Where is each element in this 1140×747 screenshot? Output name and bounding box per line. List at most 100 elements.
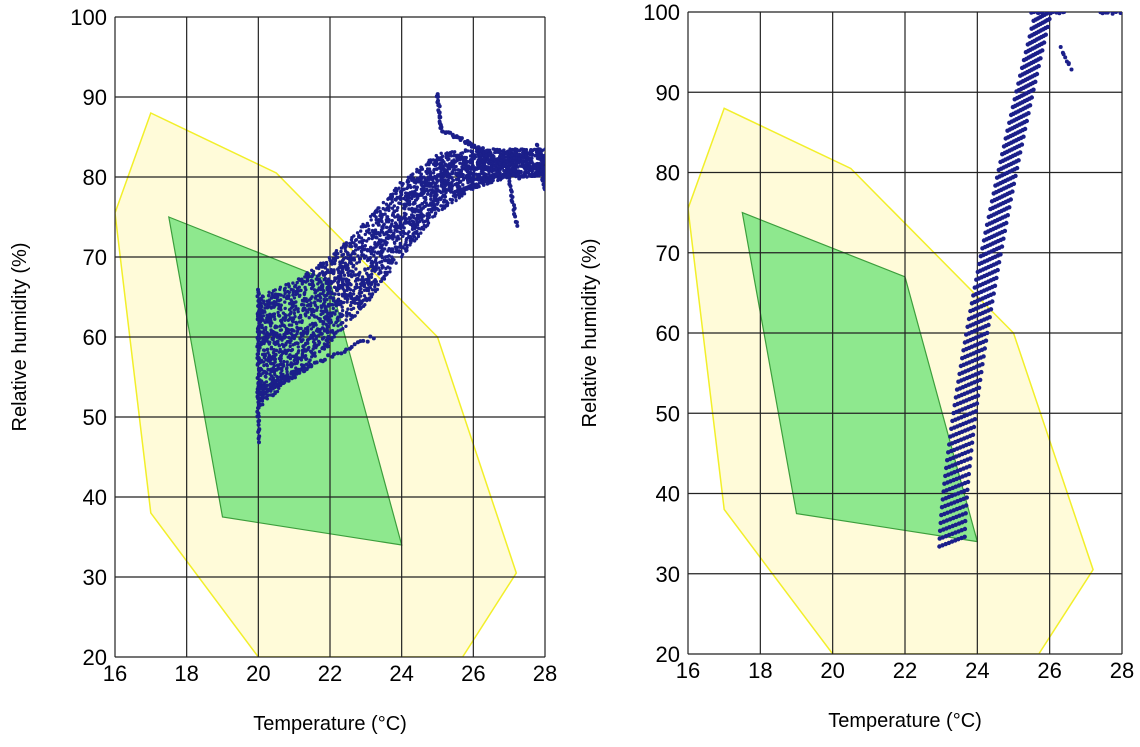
scatter-point — [1007, 205, 1012, 210]
scatter-point — [335, 276, 340, 280]
scatter-point — [452, 165, 457, 169]
scatter-point — [272, 348, 276, 352]
scatter-point — [313, 300, 317, 304]
scatter-point — [529, 148, 533, 152]
scatter-point — [365, 239, 369, 243]
scatter-point — [377, 220, 381, 224]
scatter-point — [299, 278, 304, 283]
scatter-point — [457, 196, 461, 200]
scatter-point — [305, 303, 310, 308]
y-tick-label: 20 — [656, 642, 680, 667]
scatter-point — [407, 230, 411, 234]
scatter-point — [386, 236, 390, 241]
scatter-point — [1029, 95, 1034, 100]
scatter-point — [339, 246, 344, 250]
scatter-point — [1036, 63, 1041, 69]
scatter-point — [419, 207, 423, 211]
scatter-point — [324, 307, 328, 311]
scatter-point — [339, 249, 343, 254]
scatter-point — [503, 175, 507, 179]
scatter-point — [454, 172, 458, 176]
scatter-point — [470, 177, 474, 181]
scatter-point — [507, 179, 512, 184]
scatter-point — [517, 176, 522, 181]
y-tick-label: 80 — [83, 165, 107, 190]
scatter-point — [533, 166, 537, 171]
scatter-point — [375, 243, 380, 247]
scatter-point — [439, 157, 443, 161]
scatter-point — [494, 150, 498, 154]
scatter-point — [318, 279, 322, 283]
scatter-point — [373, 269, 377, 273]
scatter-point — [400, 230, 404, 235]
scatter-point — [406, 196, 410, 200]
scatter-point — [386, 265, 390, 269]
scatter-point — [401, 245, 405, 249]
scatter-point — [428, 158, 433, 162]
scatter-point — [272, 364, 277, 368]
scatter-point — [306, 325, 310, 329]
tick-labels: 16 18 20 22 24 26 28 20 30 40 50 60 70 80 90 100 — [643, 0, 1134, 683]
scatter-point — [489, 164, 493, 169]
scatter-point — [383, 247, 387, 251]
scatter-point — [963, 511, 968, 516]
scatter-point — [276, 378, 281, 383]
scatter-point — [261, 336, 266, 340]
scatter-point — [532, 147, 537, 152]
scatter-point — [426, 192, 430, 196]
scatter-point — [437, 189, 441, 193]
scatter-point — [326, 302, 331, 307]
y-tick-label: 100 — [643, 0, 680, 25]
scatter-point — [432, 205, 436, 210]
scatter-point — [1063, 55, 1068, 60]
scatter-point — [348, 244, 352, 248]
scatter-point — [397, 186, 401, 190]
scatter-point — [414, 198, 419, 202]
scatter-point — [510, 200, 515, 204]
scatter-point — [355, 285, 359, 289]
scatter-point — [264, 325, 268, 330]
scatter-point — [379, 279, 383, 284]
scatter-point — [354, 248, 358, 252]
scatter-point — [447, 184, 452, 188]
scatter-point — [299, 363, 304, 367]
scatter-point — [1010, 189, 1015, 194]
scatter-point — [313, 291, 317, 295]
y-tick-label: 40 — [656, 482, 680, 507]
scatter-point — [272, 300, 276, 304]
scatter-point — [291, 281, 295, 285]
scatter-point — [287, 335, 291, 340]
scatter-point — [436, 179, 440, 183]
scatter-point — [450, 180, 454, 184]
scatter-point — [411, 225, 416, 229]
scatter-point — [337, 302, 341, 307]
scatter-point — [367, 237, 371, 241]
scatter-point — [379, 217, 383, 221]
scatter-point — [363, 244, 367, 248]
scatter-point — [315, 308, 319, 312]
scatter-point — [256, 348, 261, 353]
scatter-point — [316, 282, 320, 286]
scatter-point — [458, 161, 462, 165]
scatter-point — [354, 267, 358, 271]
scatter-point — [317, 263, 321, 268]
scatter-point — [316, 329, 320, 333]
scatter-point — [358, 294, 363, 298]
scatter-point — [497, 165, 502, 169]
scatter-point — [479, 156, 483, 161]
scatter-point — [478, 153, 483, 157]
scatter-point — [339, 277, 343, 281]
scatter-point — [399, 189, 403, 193]
scatter-point — [396, 206, 400, 210]
scatter-point — [311, 347, 315, 351]
scatter-point — [348, 260, 352, 265]
scatter-point — [283, 306, 287, 311]
y-tick-label: 30 — [656, 562, 680, 587]
scatter-point — [283, 300, 287, 304]
scatter-point — [409, 235, 413, 239]
scatter-point — [1062, 12, 1067, 14]
scatter-point — [344, 347, 349, 352]
scatter-point — [340, 280, 345, 284]
scatter-point — [287, 308, 292, 312]
scatter-point — [378, 233, 382, 238]
